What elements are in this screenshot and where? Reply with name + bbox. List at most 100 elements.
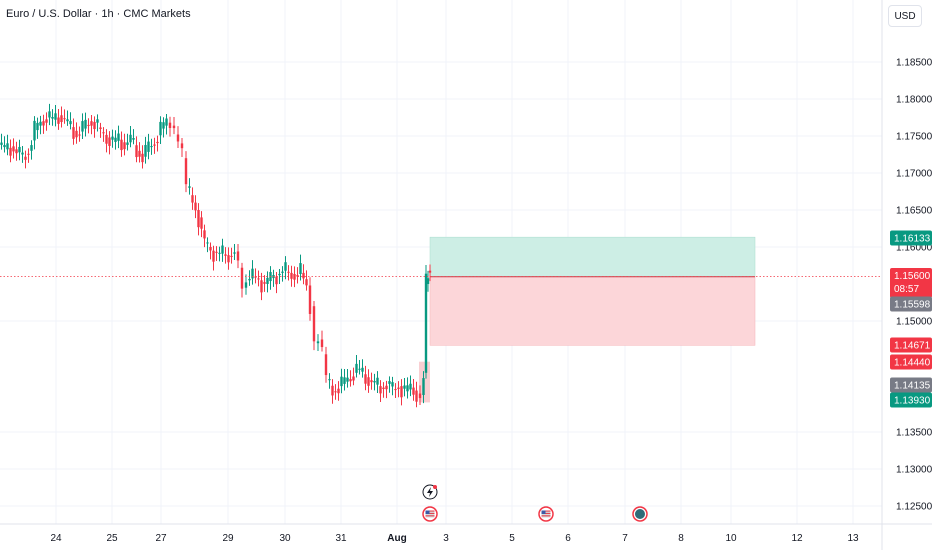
candle-body [224,254,227,256]
candle-body [24,156,27,160]
candle-body [355,363,358,373]
candle-body [428,270,432,273]
y-tick-label: 1.18000 [896,95,932,106]
candle-body [340,376,343,387]
loss-zone [429,276,756,346]
candle-body [406,385,409,392]
x-tick-label: 6 [565,533,571,544]
candle-body [165,118,168,126]
candle-body [221,245,224,254]
candle-body [12,146,15,152]
candle-body [153,144,156,146]
candle-body [361,367,364,372]
candle-body [263,282,266,284]
x-tick-label: 27 [155,533,167,544]
x-tick-label: 13 [847,533,859,544]
candle-body [132,138,135,140]
x-tick-label: 10 [725,533,737,544]
candle-body [168,122,172,129]
candles [0,103,432,408]
candle-body [172,125,176,129]
price-tag [890,230,932,246]
us-flag-icon-stripe [541,510,551,512]
candle-body [3,145,6,148]
x-tick-label: Aug [387,533,406,544]
candle-body [312,306,316,342]
us-flag-icon-stripe [541,512,551,514]
candle-body [15,149,18,154]
candle-body [18,146,21,153]
price-tag-label: 1.15598 [894,300,931,311]
candle-body [349,379,352,382]
candle-body [102,132,105,134]
candle-body [308,285,312,314]
y-tick-label: 1.15000 [896,317,932,328]
candle-body [96,119,99,123]
candle-body [66,119,69,122]
us-flag-icon-canton [425,510,430,514]
candle-body [391,382,394,387]
candle-body [6,143,9,150]
candle-body [63,118,66,120]
price-tag [890,354,932,370]
candle-body [388,381,391,384]
candle-body [394,389,397,391]
candle-body [30,145,33,151]
candle-body [105,134,108,144]
candle-body [180,143,184,149]
price-tag [890,377,932,393]
globe-icon-body [635,509,645,519]
currency-button[interactable]: USD [888,5,922,27]
y-tick-label: 1.18500 [896,58,932,69]
candle-body [212,250,215,262]
candle-body [260,280,263,293]
candle-body [60,115,63,123]
y-tick-label: 1.16500 [896,206,932,217]
candle-body [108,137,111,146]
price-tag-label: 1.14440 [894,358,931,369]
candle-body [236,251,240,261]
candle-body [415,390,418,402]
candle-body [75,130,78,138]
candle-body [138,150,141,157]
candle-body [400,386,403,398]
candle-body [129,134,132,143]
candle-body [364,374,367,384]
candle-body [403,385,406,389]
candle-body [299,263,302,275]
candle-body [324,354,328,376]
y-tick-label: 1.16000 [896,243,932,254]
candle-body [266,277,269,284]
price-tag [890,268,932,298]
candle-body [287,271,290,273]
x-tick-label: 12 [791,533,803,544]
flash-event-dot [433,485,437,489]
price-tag-countdown: 08:57 [894,284,919,295]
candle-body [376,377,379,385]
candle-body [422,378,425,395]
profit-zone [429,236,756,277]
candle-body [200,217,203,229]
price-tag-label: 1.14671 [894,341,931,352]
candle-body [141,153,144,163]
candle-body [197,210,200,228]
candle-body [81,121,84,132]
candle-body [90,121,93,126]
candle-body [114,137,117,142]
us-flag-icon-stripe [541,515,551,517]
symbol-title: Euro / U.S. Dollar · 1h · CMC Markets [6,8,191,20]
candle-body [111,136,114,140]
candle-body [251,268,254,279]
us-flag-icon-stripe [425,515,435,517]
candle-body [48,111,51,118]
candle-body [99,127,102,130]
candle-body [240,267,244,289]
candle-body [426,278,430,284]
candle-body [126,142,129,145]
x-tick-label: 24 [50,533,62,544]
x-tick-label: 8 [678,533,684,544]
candle-body [215,251,218,253]
candle-body [159,121,162,136]
candle-body [248,278,251,281]
